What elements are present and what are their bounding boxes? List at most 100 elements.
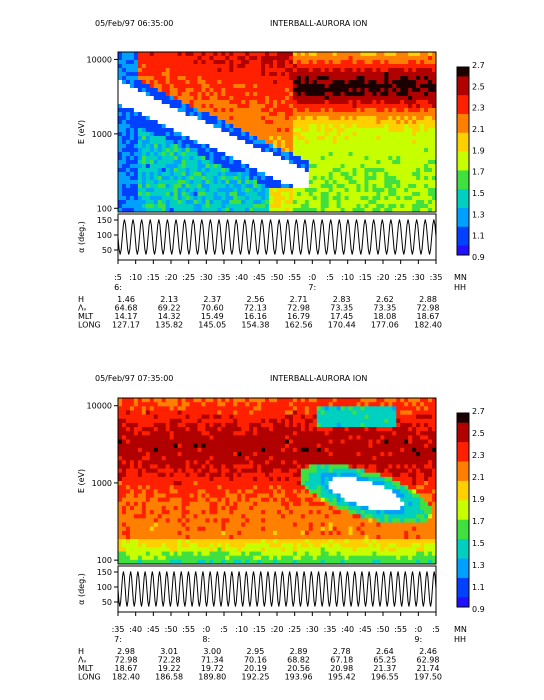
heatmap-cell — [324, 208, 330, 213]
heatmap-cell — [129, 208, 135, 213]
ephemeris-value: 16.16 — [244, 312, 267, 321]
heatmap-cell — [261, 68, 266, 73]
heatmap-cell — [356, 68, 361, 73]
heatmap-cell — [273, 485, 278, 490]
heatmap-cell — [380, 128, 385, 133]
heatmap-cell — [181, 447, 186, 453]
colorbar: 2.72.52.32.11.91.71.51.31.10.9 — [456, 61, 485, 262]
heatmap-cell — [388, 116, 393, 121]
colorbar-segment — [457, 173, 469, 178]
heatmap-cell — [169, 116, 175, 121]
heatmap-cell — [177, 96, 183, 101]
heatmap-cell — [213, 547, 218, 552]
heatmap-cell — [125, 208, 131, 213]
heatmap-cell — [221, 64, 226, 69]
heatmap-cell — [396, 108, 401, 113]
heatmap-cell — [261, 464, 266, 469]
heatmap-cell — [129, 460, 135, 465]
energy-axis-label: E (eV) — [77, 120, 86, 144]
heatmap-cell — [328, 200, 334, 205]
heatmap-cell — [300, 184, 306, 189]
heatmap-cell — [145, 472, 151, 478]
heatmap-cell — [173, 172, 179, 177]
heatmap-cell — [261, 56, 266, 61]
heatmap-cell — [165, 472, 171, 478]
heatmap-cell — [233, 184, 238, 189]
heatmap-cell — [356, 172, 361, 177]
heatmap-cell — [169, 510, 175, 515]
heatmap-cell — [336, 192, 342, 197]
heatmap-cell — [277, 489, 282, 494]
heatmap-cell — [269, 439, 274, 445]
heatmap-cell — [396, 56, 401, 61]
heatmap-cell — [157, 84, 163, 89]
heatmap-cell — [165, 84, 171, 89]
heatmap-cell — [261, 418, 266, 424]
heatmap-cell — [209, 72, 214, 77]
heatmap-cell — [209, 551, 214, 557]
heatmap-cell — [173, 104, 179, 109]
heatmap-cell — [364, 124, 369, 129]
heatmap-cell — [273, 100, 278, 105]
heatmap-cell — [161, 476, 167, 482]
heatmap-cell — [360, 128, 365, 133]
heatmap-cell — [205, 547, 210, 552]
heatmap-cell — [288, 192, 294, 197]
heatmap-cell — [392, 128, 397, 133]
heatmap-cell — [432, 200, 437, 205]
heatmap-cell — [149, 514, 155, 519]
heatmap-cell — [416, 108, 421, 113]
heatmap-cell — [308, 116, 314, 121]
heatmap-cell — [237, 398, 242, 403]
heatmap-cell — [344, 120, 349, 125]
heatmap-cell — [233, 108, 238, 113]
heatmap-cell — [364, 72, 369, 77]
heatmap-cell — [149, 398, 155, 403]
heatmap-cell — [161, 136, 167, 141]
heatmap-cell — [284, 168, 290, 173]
colorbar-segment — [457, 107, 469, 112]
heatmap-cell — [118, 493, 123, 498]
heatmap-cell — [137, 136, 143, 141]
heatmap-cell — [316, 160, 322, 165]
heatmap-cell — [400, 140, 405, 145]
heatmap-cell — [249, 180, 254, 185]
heatmap-cell — [412, 108, 417, 113]
heatmap-cell — [360, 152, 365, 157]
heatmap-cell — [149, 156, 155, 161]
heatmap-cell — [265, 88, 270, 93]
heatmap-cell — [149, 84, 155, 89]
ephemeris-value: 15.49 — [201, 312, 224, 321]
heatmap-cell — [161, 68, 167, 73]
heatmap-cell — [412, 180, 417, 185]
heatmap-cell — [280, 72, 286, 77]
heatmap-cell — [388, 172, 393, 177]
heatmap-cell — [376, 88, 381, 93]
heatmap-cell — [157, 547, 163, 552]
heatmap-cell — [193, 414, 198, 420]
heatmap-cell — [173, 68, 179, 73]
heatmap-cell — [193, 96, 198, 101]
heatmap-cell — [376, 156, 381, 161]
heatmap-cell — [161, 52, 167, 57]
heatmap-cell — [118, 120, 123, 125]
heatmap-cell — [125, 543, 131, 548]
heatmap-cell — [209, 510, 214, 515]
heatmap-cell — [261, 176, 266, 181]
heatmap-cell — [368, 88, 373, 93]
heatmap-cell — [201, 485, 206, 490]
heatmap-cell — [209, 120, 214, 125]
heatmap-cell — [217, 402, 222, 407]
heatmap-cell — [157, 518, 163, 523]
heatmap-cell — [432, 196, 437, 201]
heatmap-cell — [173, 489, 179, 494]
heatmap-cell — [352, 72, 357, 77]
heatmap-cell — [165, 88, 171, 93]
heatmap-cell — [205, 518, 210, 523]
heatmap-cell — [424, 172, 429, 177]
heatmap-cell — [145, 543, 151, 548]
heatmap-cell — [400, 164, 405, 169]
heatmap-cell — [229, 427, 234, 432]
heatmap-cell — [125, 447, 131, 453]
heatmap-cell — [118, 410, 123, 415]
